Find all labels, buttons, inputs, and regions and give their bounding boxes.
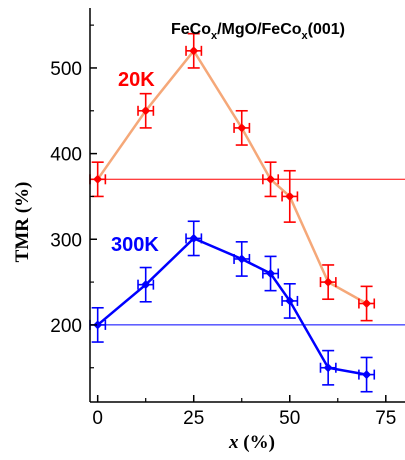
title-part-0: FeCo: [171, 21, 211, 38]
diamond-marker: [266, 174, 276, 184]
data-point: [281, 169, 299, 223]
data-point: [185, 220, 203, 257]
title-part-1: x: [211, 30, 218, 42]
diamond-marker: [237, 254, 247, 264]
data-point: [281, 282, 299, 319]
tick-marks: 0 25 50 75 200 300 400 500: [50, 24, 396, 429]
series-line-0: [96, 48, 368, 305]
diamond-marker: [93, 320, 103, 330]
data-point: [358, 285, 376, 322]
data-point: [262, 255, 280, 292]
diamond-marker: [323, 363, 333, 373]
diamond-marker: [189, 46, 199, 56]
x-tick-label: 25: [183, 408, 204, 429]
y-axis-title: TMR (%): [12, 182, 33, 263]
diamond-marker: [266, 269, 276, 279]
data-point: [319, 264, 337, 301]
x-axis-unit: (%): [239, 432, 275, 453]
y-tick-label: 200: [50, 316, 82, 337]
axes: [89, 8, 405, 403]
chart-title: FeCox/MgO/FeCox(001): [171, 21, 345, 42]
x-tick-label: 0: [92, 408, 103, 429]
title-part-4: (001): [308, 21, 345, 38]
diamond-marker: [362, 299, 372, 308]
data-markers: [89, 32, 376, 393]
y-tick-label: 500: [50, 59, 82, 80]
data-point: [233, 109, 251, 146]
data-point: [262, 161, 280, 198]
diamond-marker: [189, 233, 199, 243]
x-tick-label: 75: [375, 408, 396, 429]
diamond-marker: [141, 280, 151, 290]
series-label-300k: 300K: [111, 234, 159, 256]
y-tick-label: 400: [50, 145, 82, 166]
title-part-2: /MgO/FeCo: [217, 21, 302, 38]
data-point: [89, 161, 107, 198]
reference-lines: [90, 178, 405, 326]
x-axis-variable: x: [228, 432, 239, 453]
x-axis-title: x (%): [228, 432, 275, 453]
y-tick-label: 300: [50, 230, 82, 251]
data-point: [319, 349, 337, 386]
diamond-marker: [93, 174, 103, 184]
series-line-1: [96, 236, 367, 376]
x-tick-label: 50: [279, 408, 300, 429]
diamond-marker: [285, 296, 295, 306]
series-label-20k: 20K: [118, 69, 155, 91]
data-point: [185, 32, 203, 69]
data-point: [358, 356, 376, 393]
diamond-marker: [362, 370, 372, 380]
data-point: [137, 92, 155, 129]
diamond-marker: [285, 191, 295, 201]
diamond-marker: [141, 106, 151, 116]
data-point: [233, 241, 251, 277]
diamond-marker: [237, 123, 247, 133]
data-point: [137, 266, 155, 303]
series-lines: [96, 48, 368, 376]
title-part-3: x: [302, 30, 309, 42]
diamond-marker: [323, 277, 333, 287]
